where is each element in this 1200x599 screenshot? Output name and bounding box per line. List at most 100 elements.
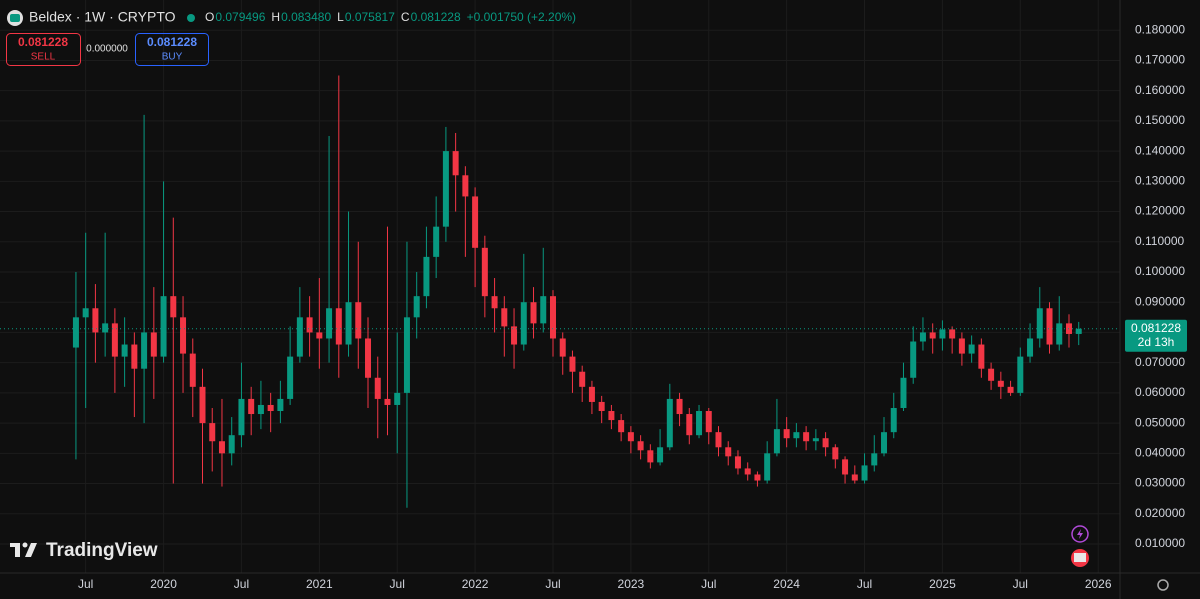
candle-body	[72, 317, 79, 348]
candle-body	[218, 441, 225, 454]
candles	[0, 75, 1120, 508]
y-tick-label: 0.110000	[1135, 234, 1184, 248]
symbol-logo-mark	[10, 14, 20, 22]
candle-body	[939, 329, 946, 339]
candle-body	[335, 308, 342, 345]
candle-body	[355, 302, 362, 339]
candle-body	[559, 338, 566, 357]
price-tag	[1125, 319, 1187, 352]
candle-body	[666, 398, 673, 448]
candle-body	[296, 317, 303, 357]
candle-body	[111, 323, 118, 357]
candle-body	[861, 465, 868, 481]
x-tick-label: 2025	[929, 577, 956, 591]
y-tick-label: 0.020000	[1135, 506, 1185, 520]
candle-body	[472, 196, 479, 248]
candle-body	[189, 353, 196, 387]
settings-icon[interactable]	[1157, 579, 1169, 591]
candle-body	[579, 371, 586, 387]
candle-body	[598, 401, 605, 412]
y-tick-label: 0.070000	[1135, 355, 1185, 369]
candle-body	[832, 447, 839, 460]
candle-body	[491, 296, 498, 309]
candle-body	[618, 420, 625, 433]
candle-body	[608, 411, 615, 421]
candle-body	[754, 474, 761, 481]
x-tick-label: Jul	[857, 577, 872, 591]
candle-body	[160, 296, 167, 357]
candle-body	[248, 398, 255, 415]
flag-icon	[1074, 553, 1086, 562]
ohlc-legend: O 0.079496 H 0.083480 L 0.075817 C 0.081228 +0.0…	[205, 10, 576, 24]
candle-body	[822, 438, 829, 448]
y-tick-label: 0.120000	[1135, 204, 1185, 218]
candle-body	[958, 338, 965, 354]
candle-body	[199, 386, 206, 424]
market-status	[187, 14, 195, 22]
y-tick-label: 0.160000	[1135, 83, 1185, 97]
candle-body	[569, 356, 576, 372]
candle-body	[423, 256, 430, 297]
y-tick-label: 0.060000	[1135, 385, 1185, 399]
candle-body	[793, 432, 800, 439]
candle-body	[627, 432, 634, 442]
buy-label: BUY	[162, 52, 183, 63]
y-tick-label: 0.040000	[1135, 445, 1185, 459]
x-tick-label: 2021	[306, 577, 333, 591]
sell-label: SELL	[31, 52, 56, 63]
candle-body	[657, 447, 664, 463]
candle-body	[306, 317, 313, 333]
candle-body	[851, 474, 858, 481]
symbol[interactable]: Beldex · 1W · CRYPTO	[29, 9, 176, 25]
legend-value: 0.079496	[215, 10, 265, 24]
candle-body	[900, 377, 907, 408]
candle-body	[326, 308, 333, 339]
candle-body	[812, 438, 819, 442]
candle-body	[1017, 356, 1024, 393]
y-tick-label: 0.030000	[1135, 476, 1185, 490]
candle-body	[433, 226, 440, 257]
y-tick-label: 0.010000	[1135, 536, 1185, 550]
legend-key: L	[337, 10, 344, 24]
candle-body	[511, 326, 518, 345]
candle-body	[530, 302, 537, 324]
legend-key: O	[205, 10, 214, 24]
axes: 0.010000 0.020000 0.030000 0.040000 0.050000…	[78, 22, 1187, 591]
candle-body	[540, 296, 547, 324]
candle-body	[705, 411, 712, 433]
sell-button[interactable]	[6, 33, 81, 66]
candle-body	[413, 296, 420, 318]
candle-body	[978, 344, 985, 369]
event-icon[interactable]	[1071, 525, 1089, 543]
buy-price: 0.081228	[147, 35, 197, 49]
legend-key: H	[271, 10, 280, 24]
y-tick-label: 0.140000	[1135, 143, 1185, 157]
candle-body	[871, 453, 878, 466]
candle-body	[452, 151, 459, 176]
buy-button[interactable]	[135, 33, 209, 66]
candle-body	[997, 380, 1004, 387]
candle-body	[462, 175, 469, 197]
legend-value: 0.083480	[281, 10, 331, 24]
logo-part	[15, 543, 20, 557]
x-tick-label: Jul	[390, 577, 405, 591]
candle-body	[647, 450, 654, 463]
candle-body	[929, 332, 936, 339]
candle-body	[180, 317, 187, 354]
candle-body	[549, 296, 556, 339]
candle-body	[209, 423, 216, 442]
candle-body	[588, 386, 595, 402]
y-tick-label: 0.170000	[1135, 53, 1185, 67]
candle-body	[131, 344, 138, 369]
candle-body	[773, 429, 780, 454]
x-tick-label: 2026	[1085, 577, 1112, 591]
x-tick-label: Jul	[545, 577, 560, 591]
candle-body	[881, 432, 888, 454]
candle-body	[715, 432, 722, 448]
candle-body	[442, 151, 449, 227]
candle-body	[734, 456, 741, 469]
candle-body	[1046, 308, 1053, 345]
